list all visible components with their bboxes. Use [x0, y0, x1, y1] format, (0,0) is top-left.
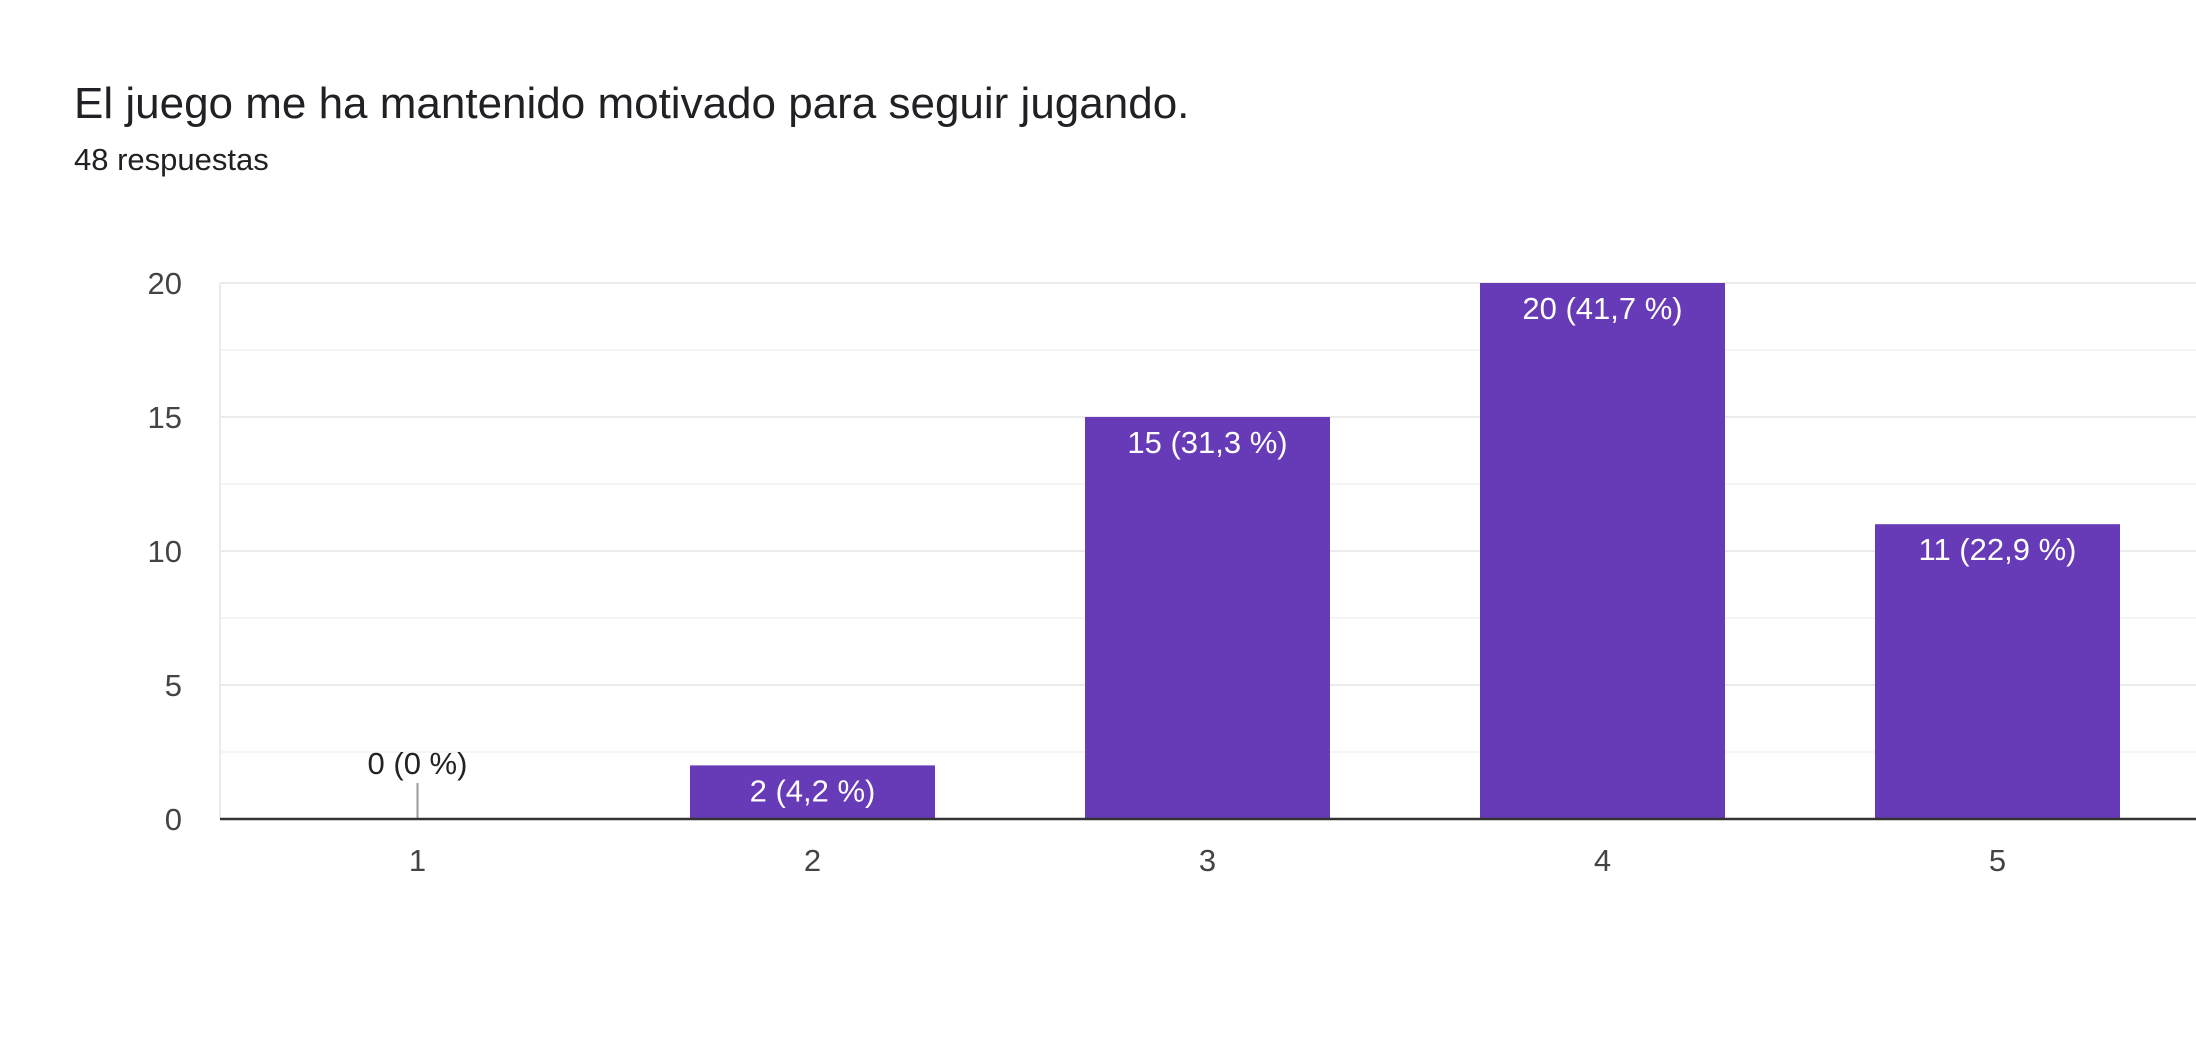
x-tick-label: 4: [1594, 843, 1611, 878]
bar: [1480, 283, 1725, 819]
chart-title: El juego me ha mantenido motivado para s…: [74, 79, 1190, 128]
bar: [1085, 417, 1330, 819]
data-label: 20 (41,7 %): [1522, 291, 1682, 326]
y-tick-label: 10: [148, 534, 182, 569]
x-tick-label: 2: [804, 843, 821, 878]
y-tick-label: 20: [148, 266, 182, 301]
chart-header: El juego me ha mantenido motivado para s…: [74, 76, 1189, 180]
axis-layer: 0 5 10 15 20 1 2 3 4 5: [148, 266, 2196, 878]
bar: [690, 765, 935, 819]
data-label: 15 (31,3 %): [1127, 425, 1287, 460]
data-label: 11 (22,9 %): [1919, 532, 2077, 567]
y-tick-label: 5: [165, 668, 182, 703]
y-tick-label: 15: [148, 400, 182, 435]
label-layer: 0 (0 %) 2 (4,2 %) 15 (31,3 %) 20 (41,7 %) 11…: [368, 291, 2077, 808]
response-count: 48 respuestas: [74, 142, 269, 177]
x-tick-label: 5: [1989, 843, 2006, 878]
data-label: 0 (0 %): [368, 746, 468, 781]
y-tick-label: 0: [165, 802, 182, 837]
data-label: 2 (4,2 %): [750, 773, 876, 808]
bar: [1875, 524, 2120, 819]
bar-layer: [416, 283, 2120, 819]
x-tick-label: 1: [409, 843, 426, 878]
x-tick-label: 3: [1199, 843, 1216, 878]
